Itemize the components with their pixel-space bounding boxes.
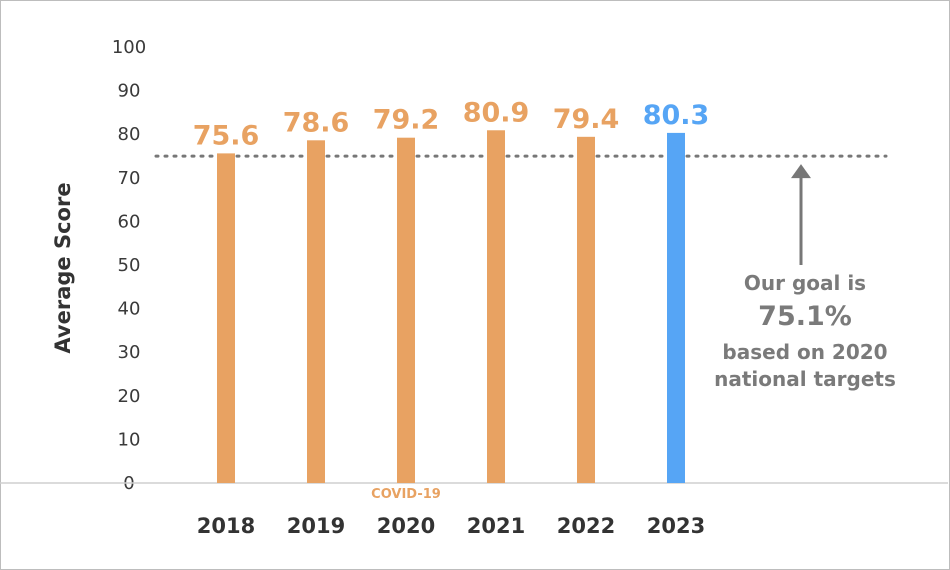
x-tick-label-2022: 2022 xyxy=(557,514,615,538)
y-tick-label: 30 xyxy=(118,342,141,363)
y-tick-label: 100 xyxy=(112,37,146,58)
goal-note-line4: national targets xyxy=(714,367,896,391)
bar-2019 xyxy=(307,140,325,483)
x-tick-label-2019: 2019 xyxy=(287,514,345,538)
value-label-2023: 80.3 xyxy=(643,100,710,131)
x-tick-label-2018: 2018 xyxy=(197,514,255,538)
goal-note-line3: based on 2020 xyxy=(722,340,887,364)
y-tick-label: 20 xyxy=(118,386,141,407)
goal-note-value: 75.1% xyxy=(758,301,852,332)
bar-2023 xyxy=(667,132,685,483)
covid-annotation: COVID-19 xyxy=(371,487,441,502)
x-tick-label-2020: 2020 xyxy=(377,514,435,538)
value-label-2021: 80.9 xyxy=(463,97,530,128)
y-tick-label: 70 xyxy=(118,168,141,189)
x-tick-label-2021: 2021 xyxy=(467,514,525,538)
value-label-2018: 75.6 xyxy=(193,120,260,151)
value-label-2020: 79.2 xyxy=(373,105,440,136)
y-tick-label: 90 xyxy=(118,81,141,102)
x-axis-labels: 2018 2019 2020 2021 2022 2023 xyxy=(197,514,705,538)
y-tick-label: 50 xyxy=(118,255,141,276)
bar-2021 xyxy=(487,130,505,483)
y-tick-label: 80 xyxy=(118,124,141,145)
goal-note-line1: Our goal is xyxy=(744,271,866,295)
value-label-2022: 79.4 xyxy=(553,104,620,135)
bars xyxy=(217,130,685,484)
value-label-2019: 78.6 xyxy=(283,107,350,138)
value-labels: 75.6 78.6 79.2 80.9 79.4 80.3 xyxy=(193,97,710,151)
x-tick-label-2023: 2023 xyxy=(647,514,705,538)
y-axis-label: Average Score xyxy=(51,182,75,353)
bar-2020 xyxy=(397,137,415,484)
bar-2022 xyxy=(577,136,595,484)
bar-2018 xyxy=(217,153,235,483)
goal-annotation: Our goal is 75.1% based on 2020 national… xyxy=(714,164,896,391)
goal-arrow-head xyxy=(791,164,811,179)
y-tick-label: 60 xyxy=(118,211,141,232)
y-tick-label: 10 xyxy=(118,429,141,450)
y-tick-label: 40 xyxy=(118,299,141,320)
